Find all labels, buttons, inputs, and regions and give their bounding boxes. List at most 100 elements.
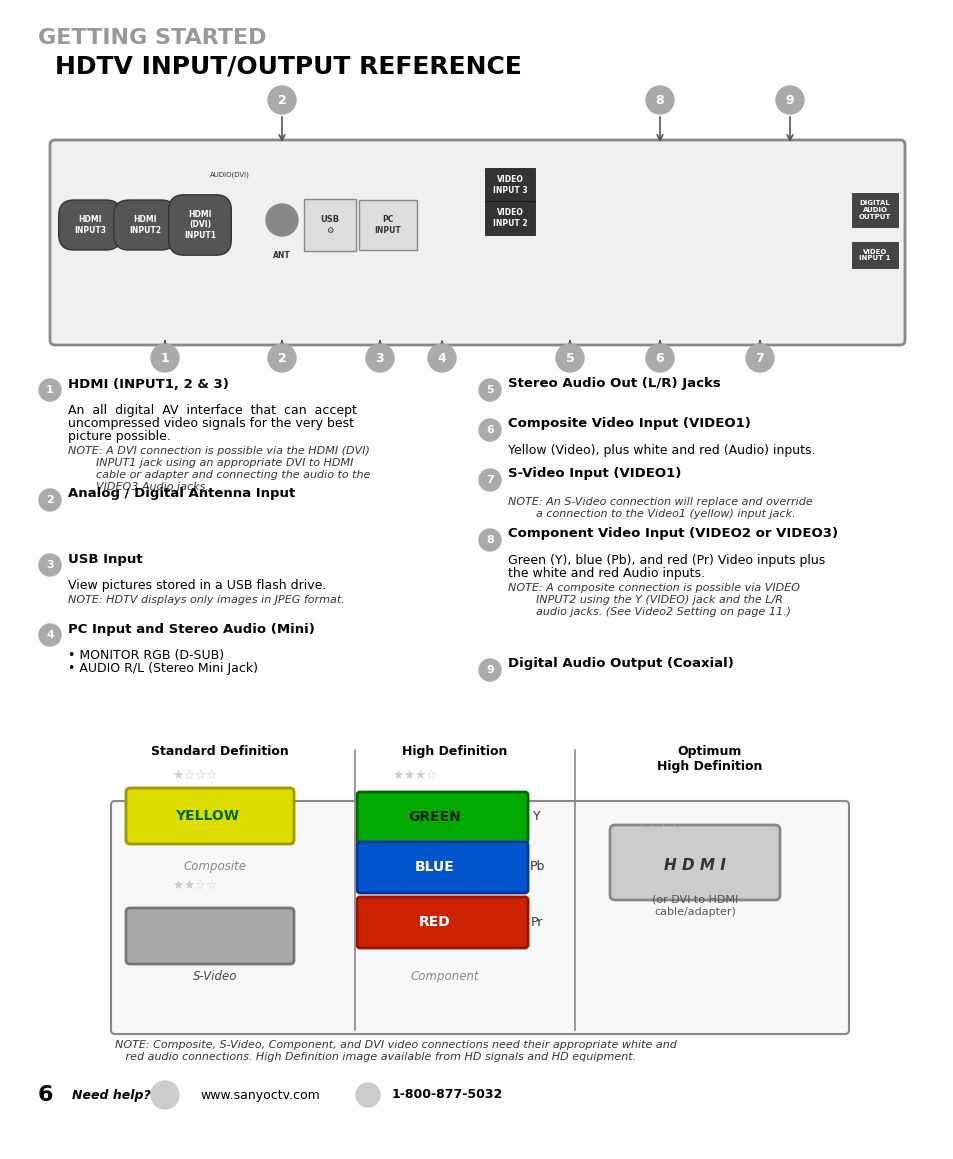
Text: AUDIO(DVI): AUDIO(DVI) <box>210 172 250 178</box>
Circle shape <box>478 469 500 491</box>
Text: NOTE: A DVI connection is possible via the HDMI (DVI): NOTE: A DVI connection is possible via t… <box>68 446 370 455</box>
Text: ☆: ☆ <box>205 768 216 781</box>
Text: audio jacks. (See Video2 Setting on page 11.): audio jacks. (See Video2 Setting on page… <box>507 607 790 617</box>
Text: GREEN: GREEN <box>408 810 461 824</box>
Text: 1-800-877-5032: 1-800-877-5032 <box>392 1088 503 1101</box>
Text: VIDEO
INPUT 3: VIDEO INPUT 3 <box>492 175 527 195</box>
Text: 4: 4 <box>46 630 54 640</box>
Text: ☆: ☆ <box>193 879 205 891</box>
Text: Composite: Composite <box>183 860 246 873</box>
Text: VIDEO3 Audio jacks.: VIDEO3 Audio jacks. <box>68 482 209 493</box>
Text: USB
⚙: USB ⚙ <box>320 216 339 235</box>
Text: Green (Y), blue (Pb), and red (Pr) Video inputs plus: Green (Y), blue (Pb), and red (Pr) Video… <box>507 554 824 567</box>
Text: 2: 2 <box>277 94 286 107</box>
Circle shape <box>151 344 179 372</box>
Circle shape <box>478 659 500 681</box>
Text: ☆: ☆ <box>424 768 436 781</box>
Text: INPUT2 using the Y (VIDEO) jack and the L/R: INPUT2 using the Y (VIDEO) jack and the … <box>507 595 782 605</box>
Circle shape <box>478 379 500 401</box>
Text: Digital Audio Output (Coaxial): Digital Audio Output (Coaxial) <box>507 657 733 671</box>
Circle shape <box>39 624 61 646</box>
Text: PC Input and Stereo Audio (Mini): PC Input and Stereo Audio (Mini) <box>68 622 314 635</box>
Text: www.sanyoctv.com: www.sanyoctv.com <box>200 1088 319 1101</box>
FancyBboxPatch shape <box>609 825 780 901</box>
FancyBboxPatch shape <box>356 792 527 843</box>
Text: BLUE: BLUE <box>415 860 455 874</box>
Text: Optimum
High Definition: Optimum High Definition <box>657 745 761 773</box>
Text: ★: ★ <box>172 768 183 781</box>
Text: S-Video Input (VIDEO1): S-Video Input (VIDEO1) <box>507 467 680 481</box>
Text: uncompressed video signals for the very best: uncompressed video signals for the very … <box>68 417 354 430</box>
Text: ★: ★ <box>667 824 679 837</box>
Text: ★: ★ <box>657 824 667 837</box>
Circle shape <box>151 1081 179 1109</box>
Text: ☆: ☆ <box>183 768 194 781</box>
Text: • AUDIO R/L (Stereo Mini Jack): • AUDIO R/L (Stereo Mini Jack) <box>68 662 257 675</box>
Text: the white and red Audio inputs.: the white and red Audio inputs. <box>507 567 704 580</box>
Text: ☆: ☆ <box>205 879 216 891</box>
Text: picture possible.: picture possible. <box>68 430 171 443</box>
Text: 9: 9 <box>485 665 494 675</box>
Circle shape <box>775 86 803 114</box>
Text: VIDEO
INPUT 2: VIDEO INPUT 2 <box>492 209 527 227</box>
FancyBboxPatch shape <box>126 788 294 844</box>
Circle shape <box>39 379 61 401</box>
Text: ★: ★ <box>183 879 194 891</box>
Text: ★: ★ <box>645 824 657 837</box>
Text: Stereo Audio Out (L/R) Jacks: Stereo Audio Out (L/R) Jacks <box>507 378 720 391</box>
Text: 6: 6 <box>485 425 494 435</box>
Circle shape <box>478 420 500 442</box>
Text: 1: 1 <box>160 351 170 364</box>
Text: Composite Video Input (VIDEO1): Composite Video Input (VIDEO1) <box>507 417 750 430</box>
Text: 5: 5 <box>565 351 574 364</box>
Text: S-Video: S-Video <box>193 970 237 983</box>
Text: HDMI
INPUT3: HDMI INPUT3 <box>74 216 106 235</box>
Text: 3: 3 <box>46 560 53 570</box>
Text: ★: ★ <box>402 768 414 781</box>
FancyBboxPatch shape <box>50 140 904 345</box>
Text: ★: ★ <box>172 879 183 891</box>
Text: 5: 5 <box>486 385 494 395</box>
Text: USB Input: USB Input <box>68 553 143 566</box>
FancyBboxPatch shape <box>111 801 848 1034</box>
Text: PC
INPUT: PC INPUT <box>375 216 401 235</box>
Text: 8: 8 <box>655 94 663 107</box>
Text: An  all  digital  AV  interface  that  can  accept: An all digital AV interface that can acc… <box>68 404 356 417</box>
Text: View pictures stored in a USB flash drive.: View pictures stored in a USB flash driv… <box>68 580 326 592</box>
Text: 8: 8 <box>486 535 494 545</box>
Text: High Definition: High Definition <box>402 745 507 758</box>
Text: Pb: Pb <box>529 860 544 874</box>
Text: Standard Definition: Standard Definition <box>151 745 289 758</box>
Text: HDTV INPUT/OUTPUT REFERENCE: HDTV INPUT/OUTPUT REFERENCE <box>55 54 521 79</box>
Text: 7: 7 <box>486 475 494 484</box>
Text: 2: 2 <box>46 495 53 505</box>
Text: • MONITOR RGB (D-SUB): • MONITOR RGB (D-SUB) <box>68 649 224 662</box>
Text: Component: Component <box>410 970 478 983</box>
Circle shape <box>266 204 297 236</box>
Text: ★: ★ <box>635 824 645 837</box>
Text: Yellow (Video), plus white and red (Audio) inputs.: Yellow (Video), plus white and red (Audi… <box>507 444 815 457</box>
Circle shape <box>478 529 500 551</box>
Text: NOTE: Composite, S-Video, Component, and DVI video connections need their approp: NOTE: Composite, S-Video, Component, and… <box>115 1040 677 1062</box>
Text: Analog / Digital Antenna Input: Analog / Digital Antenna Input <box>68 488 294 501</box>
Text: ★: ★ <box>414 768 425 781</box>
Circle shape <box>556 344 583 372</box>
Text: a connection to the Video1 (yellow) input jack.: a connection to the Video1 (yellow) inpu… <box>507 509 795 519</box>
Text: Pr: Pr <box>530 916 542 928</box>
Text: 9: 9 <box>785 94 794 107</box>
Text: YELLOW: YELLOW <box>174 809 239 823</box>
Text: H D M I: H D M I <box>663 858 725 873</box>
FancyBboxPatch shape <box>356 841 527 892</box>
Circle shape <box>39 554 61 576</box>
Text: ANT: ANT <box>273 250 291 260</box>
Circle shape <box>366 344 394 372</box>
Text: Need help?: Need help? <box>71 1088 151 1101</box>
FancyBboxPatch shape <box>126 907 294 964</box>
Circle shape <box>645 344 673 372</box>
Text: Y: Y <box>533 810 540 824</box>
Circle shape <box>645 86 673 114</box>
Text: 6: 6 <box>655 351 663 364</box>
Circle shape <box>428 344 456 372</box>
Text: HDMI
INPUT2: HDMI INPUT2 <box>129 216 161 235</box>
Text: VIDEO
INPUT 1: VIDEO INPUT 1 <box>859 248 890 262</box>
